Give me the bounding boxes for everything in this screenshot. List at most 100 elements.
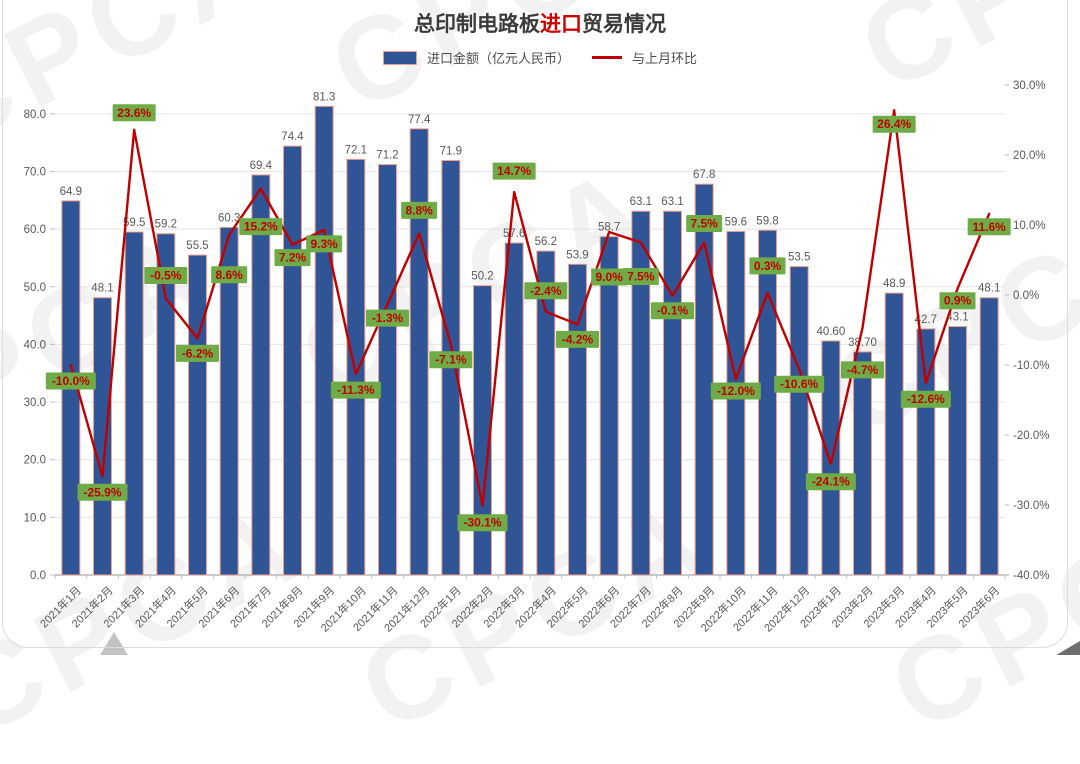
pct-label: -10.0% xyxy=(45,372,96,390)
bar xyxy=(663,210,682,576)
right-axis-tick-label: 10.0% xyxy=(1013,220,1046,232)
pct-label-box xyxy=(967,218,1011,236)
chart-title-highlight: 进口 xyxy=(540,13,582,36)
bar xyxy=(124,231,144,576)
chart-legend: 进口金额（亿元人民币） 与上月环比 xyxy=(0,48,1080,67)
pct-label-text: -1.3% xyxy=(372,311,404,325)
pct-labels: -10.0% -25.9% 23.6% -0.5% -6.2% 8.6% 15.2% 7.2%… xyxy=(45,104,1011,532)
bar xyxy=(156,233,176,576)
pct-label: 7.5% xyxy=(686,215,723,232)
pct-label: 26.4% xyxy=(872,115,916,133)
bar xyxy=(916,328,936,576)
pct-label-box xyxy=(651,302,694,320)
pct-label-box xyxy=(211,266,248,284)
pct-label: -7.1% xyxy=(429,351,473,369)
pct-label-text: -24.1% xyxy=(812,475,850,489)
bar-value-label: 38.70 xyxy=(848,337,877,349)
chart-title: 总印制电路板进口贸易情况 xyxy=(0,8,1080,38)
right-axis-tick-label: -20.0% xyxy=(1013,430,1049,442)
pct-label-text: -10.0% xyxy=(52,374,90,388)
bar-value-label: 60.3 xyxy=(218,212,240,224)
right-axis-tick-label: 20.0% xyxy=(1013,150,1046,162)
pct-label-text: -4.7% xyxy=(847,363,879,377)
pct-label-box xyxy=(492,162,536,180)
bar-value-label: 48.9 xyxy=(883,278,905,290)
right-axis-tick-label: -10.0% xyxy=(1013,360,1049,372)
pct-label-box xyxy=(556,330,599,348)
bar-value-label: 71.9 xyxy=(440,146,462,158)
pct-label-box xyxy=(686,215,723,232)
bar xyxy=(504,242,524,576)
x-axis-labels: 2021年1月2021年2月2021年3月2021年4月2021年5月2021年… xyxy=(37,583,1002,634)
right-axis-tick-label: -40.0% xyxy=(1013,570,1049,582)
left-axis-tick-label: 80.0 xyxy=(24,109,46,121)
pct-label: 14.7% xyxy=(492,162,536,180)
right-axis-tick-label: -30.0% xyxy=(1013,500,1049,512)
combo-chart-plot: 0.0 10.0 20.0 30.0 40.0 50.0 60.0 70.0 80.0 30.0%… xyxy=(24,80,1050,635)
pct-label-text: -30.1% xyxy=(463,516,501,530)
pct-label-box xyxy=(749,257,786,275)
pct-label: -1.3% xyxy=(366,309,409,327)
bar-value-label: 48.1 xyxy=(978,283,1000,295)
pct-label-text: 14.7% xyxy=(497,164,531,178)
pct-label: 23.6% xyxy=(112,104,156,122)
pct-label: 9.3% xyxy=(306,235,343,253)
pct-label-text: 7.2% xyxy=(279,251,307,265)
pct-label-text: -10.6% xyxy=(780,377,818,391)
pct-label-text: -12.0% xyxy=(717,384,755,398)
bar xyxy=(314,105,334,576)
bar xyxy=(251,174,271,576)
left-axis-tick-label: 70.0 xyxy=(24,166,46,178)
pct-label-box xyxy=(306,235,343,253)
bar xyxy=(948,326,967,576)
pct-label-box xyxy=(176,344,219,362)
bar-value-label: 64.9 xyxy=(60,186,82,198)
slide-frame-border xyxy=(2,0,1068,648)
pct-label-box xyxy=(457,514,508,532)
bar-value-label: 67.8 xyxy=(693,169,715,181)
bar-value-label: 56.2 xyxy=(535,236,557,248)
bar xyxy=(219,226,239,576)
bar xyxy=(599,236,619,576)
bar xyxy=(726,230,746,576)
pct-label-text: -0.5% xyxy=(150,269,182,283)
pct-label-box xyxy=(710,382,761,400)
left-axis-tick-label: 10.0 xyxy=(24,512,46,524)
left-axis-tick-label: 20.0 xyxy=(24,455,46,467)
pct-label: -0.5% xyxy=(144,267,188,284)
pct-label-box xyxy=(622,268,659,285)
bar xyxy=(631,210,651,576)
pct-label: -24.1% xyxy=(805,473,856,491)
left-axis-labels: 0.0 10.0 20.0 30.0 40.0 50.0 60.0 70.0 80.0 xyxy=(24,109,46,582)
chart-title-prefix: 总印制电路板 xyxy=(414,13,540,36)
bar-value-label: 58.7 xyxy=(598,222,620,234)
pct-label: 11.6% xyxy=(967,218,1011,236)
pct-label-text: -12.6% xyxy=(907,392,945,406)
bar-value-label: 69.4 xyxy=(250,160,273,172)
pct-label-text: -7.1% xyxy=(435,353,467,367)
pct-label: -0.1% xyxy=(651,302,694,320)
pct-label-box xyxy=(330,381,381,399)
bar-value-label: 59.6 xyxy=(725,216,747,228)
line-series xyxy=(69,108,991,507)
pct-label-text: 9.0% xyxy=(595,270,623,284)
legend-line-label: 与上月环比 xyxy=(632,51,698,66)
pct-label: 8.8% xyxy=(401,201,438,219)
pct-label-box xyxy=(900,390,951,408)
right-axis-tick-label: 30.0% xyxy=(1013,80,1046,92)
bar xyxy=(409,128,429,576)
pct-label: -11.3% xyxy=(330,381,381,399)
pct-label-text: 7.5% xyxy=(627,270,655,284)
pct-label-box xyxy=(144,267,188,284)
bar-value-label: 72.1 xyxy=(345,144,367,156)
pct-label-box xyxy=(401,201,438,219)
pct-label-box xyxy=(45,372,96,390)
pct-label: 0.3% xyxy=(749,257,786,275)
bar-value-label: 59.2 xyxy=(155,219,177,231)
chart-title-suffix: 贸易情况 xyxy=(582,13,666,36)
pct-label: 9.0% xyxy=(591,268,628,286)
pct-label-box xyxy=(274,249,311,267)
bar-value-label: 42.7 xyxy=(915,314,937,326)
legend-bar-swatch-icon xyxy=(382,50,417,65)
